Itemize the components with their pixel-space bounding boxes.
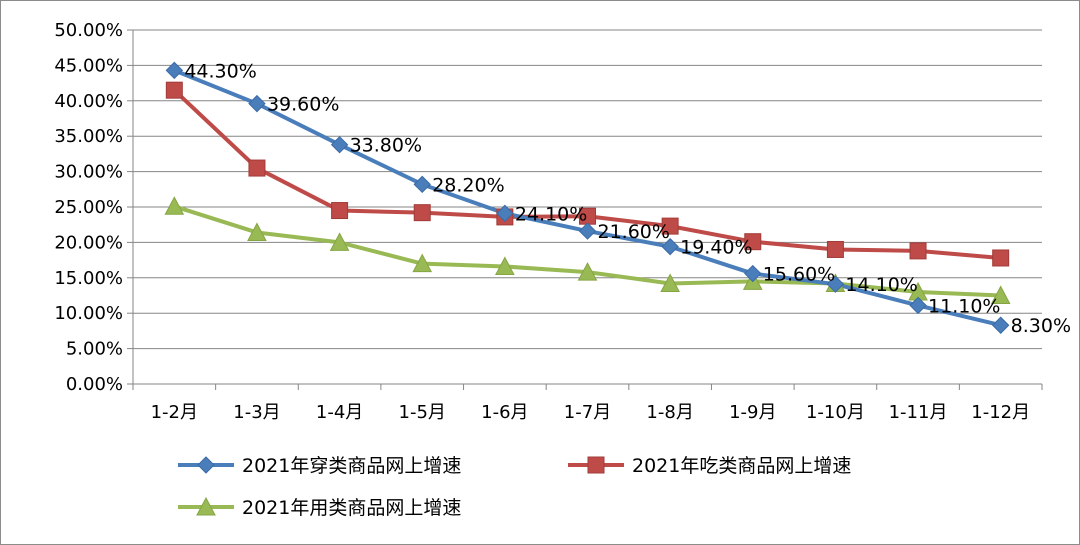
series-1-point xyxy=(330,135,349,154)
legend-marker xyxy=(196,496,216,516)
series-1-point xyxy=(578,222,597,240)
x-tick-label: 1-6月 xyxy=(481,402,528,423)
data-label: 39.60% xyxy=(267,94,339,116)
legend-label: 2021年穿类商品网上增速 xyxy=(242,455,461,477)
x-tick-label: 1-7月 xyxy=(564,402,611,423)
data-label: 44.30% xyxy=(184,60,256,82)
x-tick-label: 1-3月 xyxy=(233,402,280,423)
x-tick-label: 1-8月 xyxy=(646,402,693,423)
series-2-point xyxy=(992,249,1010,267)
series-3-point xyxy=(990,285,1011,304)
y-tick-label: 15.00% xyxy=(54,268,123,289)
legend-label: 2021年用类商品网上增速 xyxy=(242,497,461,519)
y-tick-label: 45.00% xyxy=(54,55,123,76)
series-2-point xyxy=(826,240,844,258)
series-1-point xyxy=(909,296,927,315)
series-2-point xyxy=(165,81,183,99)
series-2-point xyxy=(909,242,927,260)
series-1-point xyxy=(661,237,679,256)
data-label: 33.80% xyxy=(350,135,422,157)
series-1-point xyxy=(826,275,845,293)
series-1-point xyxy=(165,61,184,80)
series-1-point xyxy=(991,316,1010,334)
series-3-point xyxy=(164,196,185,215)
series-3-point xyxy=(247,222,267,241)
data-label: 14.10% xyxy=(845,274,917,296)
series-3-point xyxy=(412,253,433,273)
legend-label: 2021年吃类商品网上增速 xyxy=(632,455,851,477)
data-label: 11.10% xyxy=(928,295,1000,317)
series-3-point xyxy=(660,273,680,292)
y-tick-label: 25.00% xyxy=(54,197,123,218)
y-tick-label: 40.00% xyxy=(54,91,123,112)
series-3-point xyxy=(329,232,350,251)
series-3-point xyxy=(577,262,598,281)
y-tick-label: 50.00% xyxy=(54,20,123,41)
series-2-point xyxy=(413,204,431,222)
y-tick-label: 35.00% xyxy=(54,126,123,147)
series-1-point xyxy=(496,204,514,223)
series-2-point xyxy=(248,159,266,177)
legend-marker xyxy=(197,456,215,474)
data-label: 19.40% xyxy=(680,237,752,259)
series-3-point xyxy=(495,256,515,275)
x-tick-label: 1-5月 xyxy=(399,402,446,423)
series-1-point xyxy=(744,264,762,283)
legend-marker xyxy=(587,456,605,474)
x-tick-label: 1-10月 xyxy=(806,402,865,423)
y-tick-label: 30.00% xyxy=(54,162,123,183)
series-2-point xyxy=(661,217,679,235)
y-tick-label: 10.00% xyxy=(54,303,123,324)
data-label: 28.20% xyxy=(432,174,504,196)
data-label: 24.10% xyxy=(515,203,587,225)
x-tick-label: 1-11月 xyxy=(889,402,948,423)
series-2-point xyxy=(744,233,762,251)
series-1-point xyxy=(248,94,266,113)
data-label: 8.30% xyxy=(1011,315,1071,337)
data-label: 15.60% xyxy=(763,264,835,286)
x-tick-label: 1-9月 xyxy=(729,402,776,423)
series-2-point xyxy=(331,202,349,220)
x-tick-label: 1-4月 xyxy=(316,402,363,423)
series-1-point xyxy=(413,175,431,194)
x-tick-label: 1-2月 xyxy=(151,402,198,423)
y-tick-label: 20.00% xyxy=(54,232,123,253)
data-label: 21.60% xyxy=(598,221,670,243)
x-tick-label: 1-12月 xyxy=(971,402,1030,423)
y-tick-label: 5.00% xyxy=(66,339,123,360)
y-tick-label: 0.00% xyxy=(66,374,123,395)
